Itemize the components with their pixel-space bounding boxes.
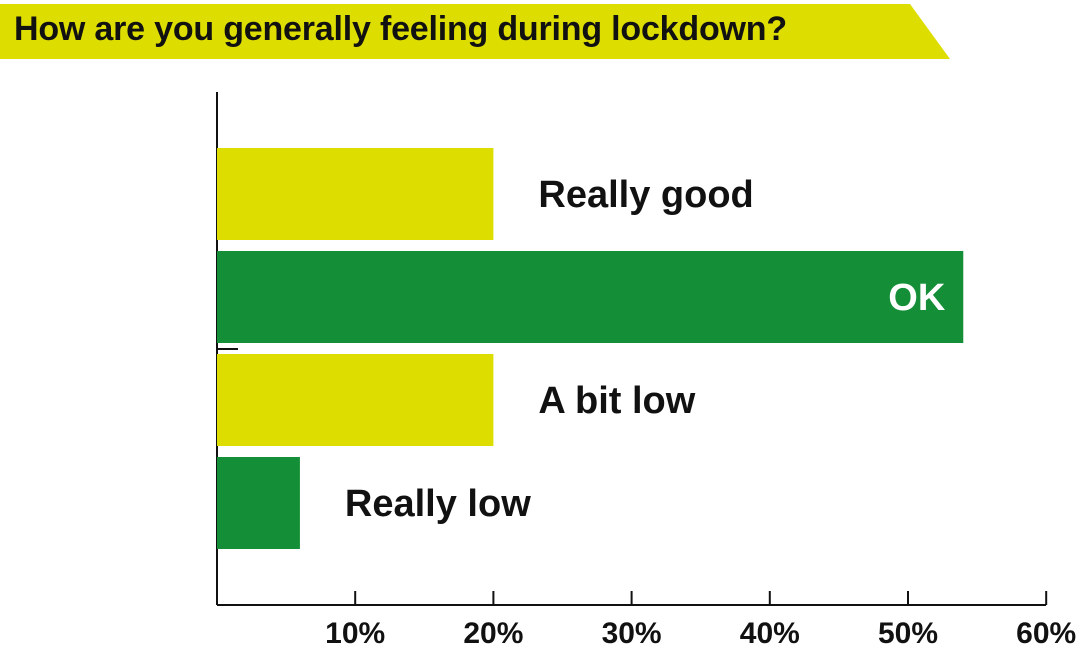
chart-title: How are you generally feeling during loc… <box>14 10 787 48</box>
x-tick-label: 20% <box>463 617 523 646</box>
x-tick-label: 50% <box>878 617 938 646</box>
x-tick-label: 40% <box>740 617 800 646</box>
x-tick-label: 60% <box>1016 617 1076 646</box>
x-tick-label: 30% <box>602 617 662 646</box>
bar-really-good <box>217 148 494 240</box>
bar-label-really-low: Really low <box>345 483 531 525</box>
bar-really-low <box>217 457 300 549</box>
bar-label-ok: OK <box>888 277 946 319</box>
bar-a-bit-low <box>217 354 494 446</box>
title-banner <box>0 4 950 59</box>
x-tick-label: 10% <box>325 617 385 646</box>
bar-label-a-bit-low: A bit low <box>538 380 695 422</box>
bar-ok <box>217 251 964 343</box>
bar-label-really-good: Really good <box>538 174 753 216</box>
